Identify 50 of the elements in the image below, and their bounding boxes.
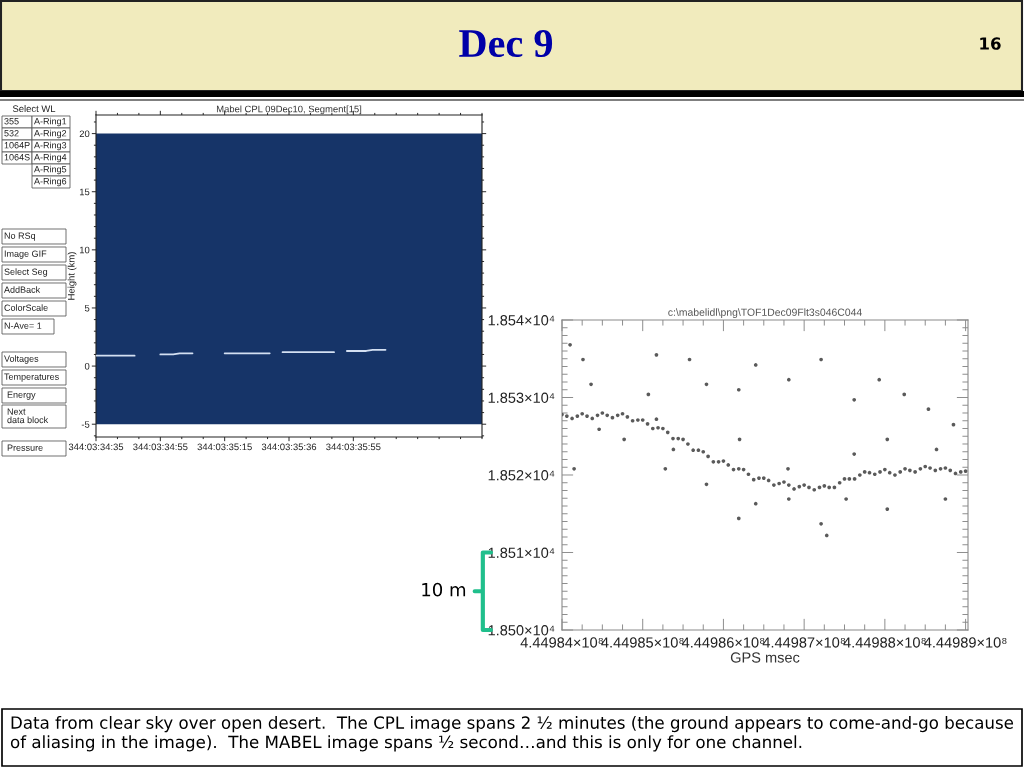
text: Select Seg [4,268,48,277]
text: A-Ring6 [34,177,67,187]
y-tick-label: 0 [84,362,90,370]
text: Dec 9 [459,30,553,58]
text: Data from clear sky over open desert. The CPL image spans 2 ½ minutes (the ground appears to come-and-go because of aliasing in the image). The MABEL image spans ½ second…and this is only for one channel. [10,716,1014,752]
text: Temperatures [4,373,59,382]
x-tick-label: 4.44989×10⁸ [924,637,1007,648]
text: 532 [4,130,19,137]
x-tick-label: 4.44988×10⁸ [843,637,926,648]
text: Energy [7,391,36,400]
text: A-Ring5 [34,165,67,175]
text: A-Ring1 [34,117,67,127]
x-tick-label: 4.44984×10⁸ [520,637,603,648]
text: 355 [4,118,19,125]
text: Pressure [7,444,43,451]
y-tick-label: 1.854×10⁴ [488,315,555,326]
y-tick-label: 1.852×10⁴ [488,470,555,481]
chart-title: c:\mabelidl\png\TOF1Dec09Flt3s046C044 [668,308,862,318]
x-tick-label: 344:03:35:15 [197,443,252,451]
y-tick-label: -5 [81,421,90,428]
text: No RSq [4,232,36,241]
y-tick-label: 1.850×10⁴ [488,625,555,636]
y-tick-label: 15 [79,188,90,196]
text: Next data block [7,408,49,424]
y-tick-label: 1.853×10⁴ [488,392,555,403]
text: 16 [980,37,1001,50]
text: A-Ring2 [34,129,67,139]
text: 1064S [4,154,30,161]
text: ColorScale [4,304,48,311]
text: 1064P [4,142,30,149]
y-tick-label: 10 [79,246,90,254]
text: N-Ave= 1 [4,322,42,329]
text: Voltages [4,355,39,364]
text: Select WL [12,105,56,113]
x-tick-label: 344:03:35:55 [326,443,381,451]
x-axis-title: GPS msec [730,652,800,663]
x-tick-label: 344:03:34:35 [68,443,124,451]
x-tick-label: 344:03:34:55 [133,443,188,451]
text: Image GIF [4,250,47,259]
y-tick-label: 5 [84,304,90,312]
text: A-Ring4 [34,153,67,163]
text: A-Ring3 [34,141,67,151]
y-tick-label: 1.851×10⁴ [488,547,555,558]
text: 10 m [422,582,466,597]
x-tick-label: 344:03:35:36 [261,443,317,451]
y-axis-title: Height (km) [67,252,77,300]
text: AddBack [4,286,41,293]
x-tick-label: 4.44985×10⁸ [601,637,684,648]
y-tick-label: 20 [79,130,90,138]
chart-title: Mabel CPL 09Dec10, Segment[15] [216,105,362,115]
